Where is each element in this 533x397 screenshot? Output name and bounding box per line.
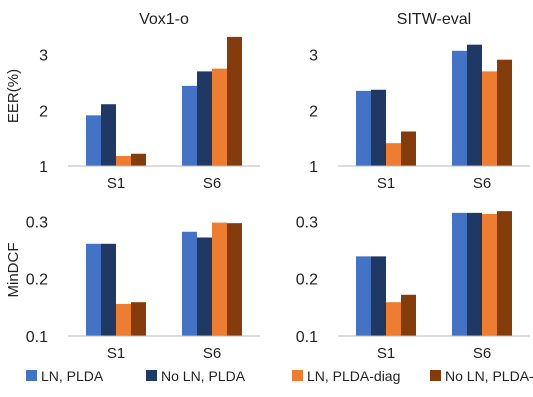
bar-s1-series-1 [86, 243, 101, 336]
bar-s1-series-1 [86, 115, 101, 166]
chart-panel-2: SITW-eval 1 2 3 S1 S6 [309, 11, 530, 192]
chart-title: Vox1-o [139, 11, 189, 28]
y-tick-label: 0.2 [26, 272, 48, 289]
y-tick-label: 2 [309, 103, 318, 120]
bar-s6-series-2 [467, 44, 482, 166]
bar-s1-series-1 [356, 256, 371, 336]
bar-s6-series-2 [467, 212, 482, 336]
bar-s1-series-2 [371, 89, 386, 166]
x-tick-label: S1 [107, 175, 125, 192]
x-tick-label: S1 [377, 175, 395, 192]
x-tick-label: S1 [107, 345, 125, 362]
y-axis-label-mindcf: MinDCF [5, 243, 22, 298]
y-tick-label: 2 [39, 103, 48, 120]
legend-swatch [146, 370, 157, 381]
bar-s1-series-4 [401, 131, 416, 166]
bar-s6-series-1 [182, 231, 197, 336]
bar-s6-series-2 [197, 237, 212, 336]
x-tick-label: S6 [203, 175, 221, 192]
bar-s6-series-2 [197, 71, 212, 166]
x-tick-label: S1 [377, 345, 395, 362]
bar-s6-series-4 [227, 223, 242, 336]
y-axis-label-eer: EER(%) [5, 69, 22, 123]
y-tick-label: 0.1 [296, 329, 318, 346]
y-tick-label: 3 [309, 48, 318, 65]
y-tick-label: 0.3 [296, 214, 318, 231]
y-tick-label: 1 [309, 159, 318, 176]
chart-panel-1: Vox1-o 1 2 3 S1 S6 [39, 11, 260, 192]
legend-label: No LN, PLDA-diag [445, 368, 533, 384]
bar-s6-series-4 [497, 59, 512, 167]
y-tick-label: 0.3 [26, 214, 48, 231]
legend-swatch [292, 370, 303, 381]
bar-s6-series-1 [452, 50, 467, 166]
legend-label: LN, PLDA-diag [307, 368, 400, 384]
bar-s6-series-3 [212, 68, 227, 166]
legend-swatch [430, 370, 441, 381]
legend-label: LN, PLDA [41, 368, 104, 384]
chart-panel-3: 0.1 0.2 0.3 S1 S6 [26, 214, 260, 362]
y-tick-label: 3 [39, 48, 48, 65]
legend-swatch [26, 370, 37, 381]
y-tick-label: 0.1 [26, 329, 48, 346]
bar-s6-series-1 [452, 212, 467, 336]
bar-s6-series-3 [482, 214, 497, 336]
chart-panel-4: 0.1 0.2 0.3 S1 S6 [296, 211, 530, 362]
bar-s6-series-4 [227, 36, 242, 166]
bar-s6-series-1 [182, 85, 197, 166]
bar-s6-series-3 [212, 222, 227, 336]
bar-s1-series-3 [116, 303, 131, 336]
y-tick-label: 1 [39, 159, 48, 176]
x-tick-label: S6 [473, 345, 491, 362]
y-tick-label: 0.2 [296, 272, 318, 289]
bar-s1-series-2 [101, 243, 116, 336]
bar-s1-series-3 [386, 143, 401, 166]
bar-s1-series-1 [356, 90, 371, 166]
bar-s1-series-3 [386, 302, 401, 336]
bar-s1-series-2 [371, 256, 386, 336]
x-tick-label: S6 [473, 175, 491, 192]
legend-label: No LN, PLDA [161, 368, 246, 384]
chart-title: SITW-eval [397, 11, 471, 28]
legend: LN, PLDA No LN, PLDA LN, PLDA-diag No LN, P… [26, 368, 533, 384]
x-tick-label: S6 [203, 345, 221, 362]
bar-s1-series-4 [131, 153, 146, 166]
bar-s1-series-4 [401, 294, 416, 336]
bar-s1-series-3 [116, 155, 131, 166]
bar-s6-series-4 [497, 211, 512, 336]
bar-s1-series-4 [131, 302, 146, 336]
bar-s6-series-3 [482, 71, 497, 166]
bar-s1-series-2 [101, 104, 116, 166]
